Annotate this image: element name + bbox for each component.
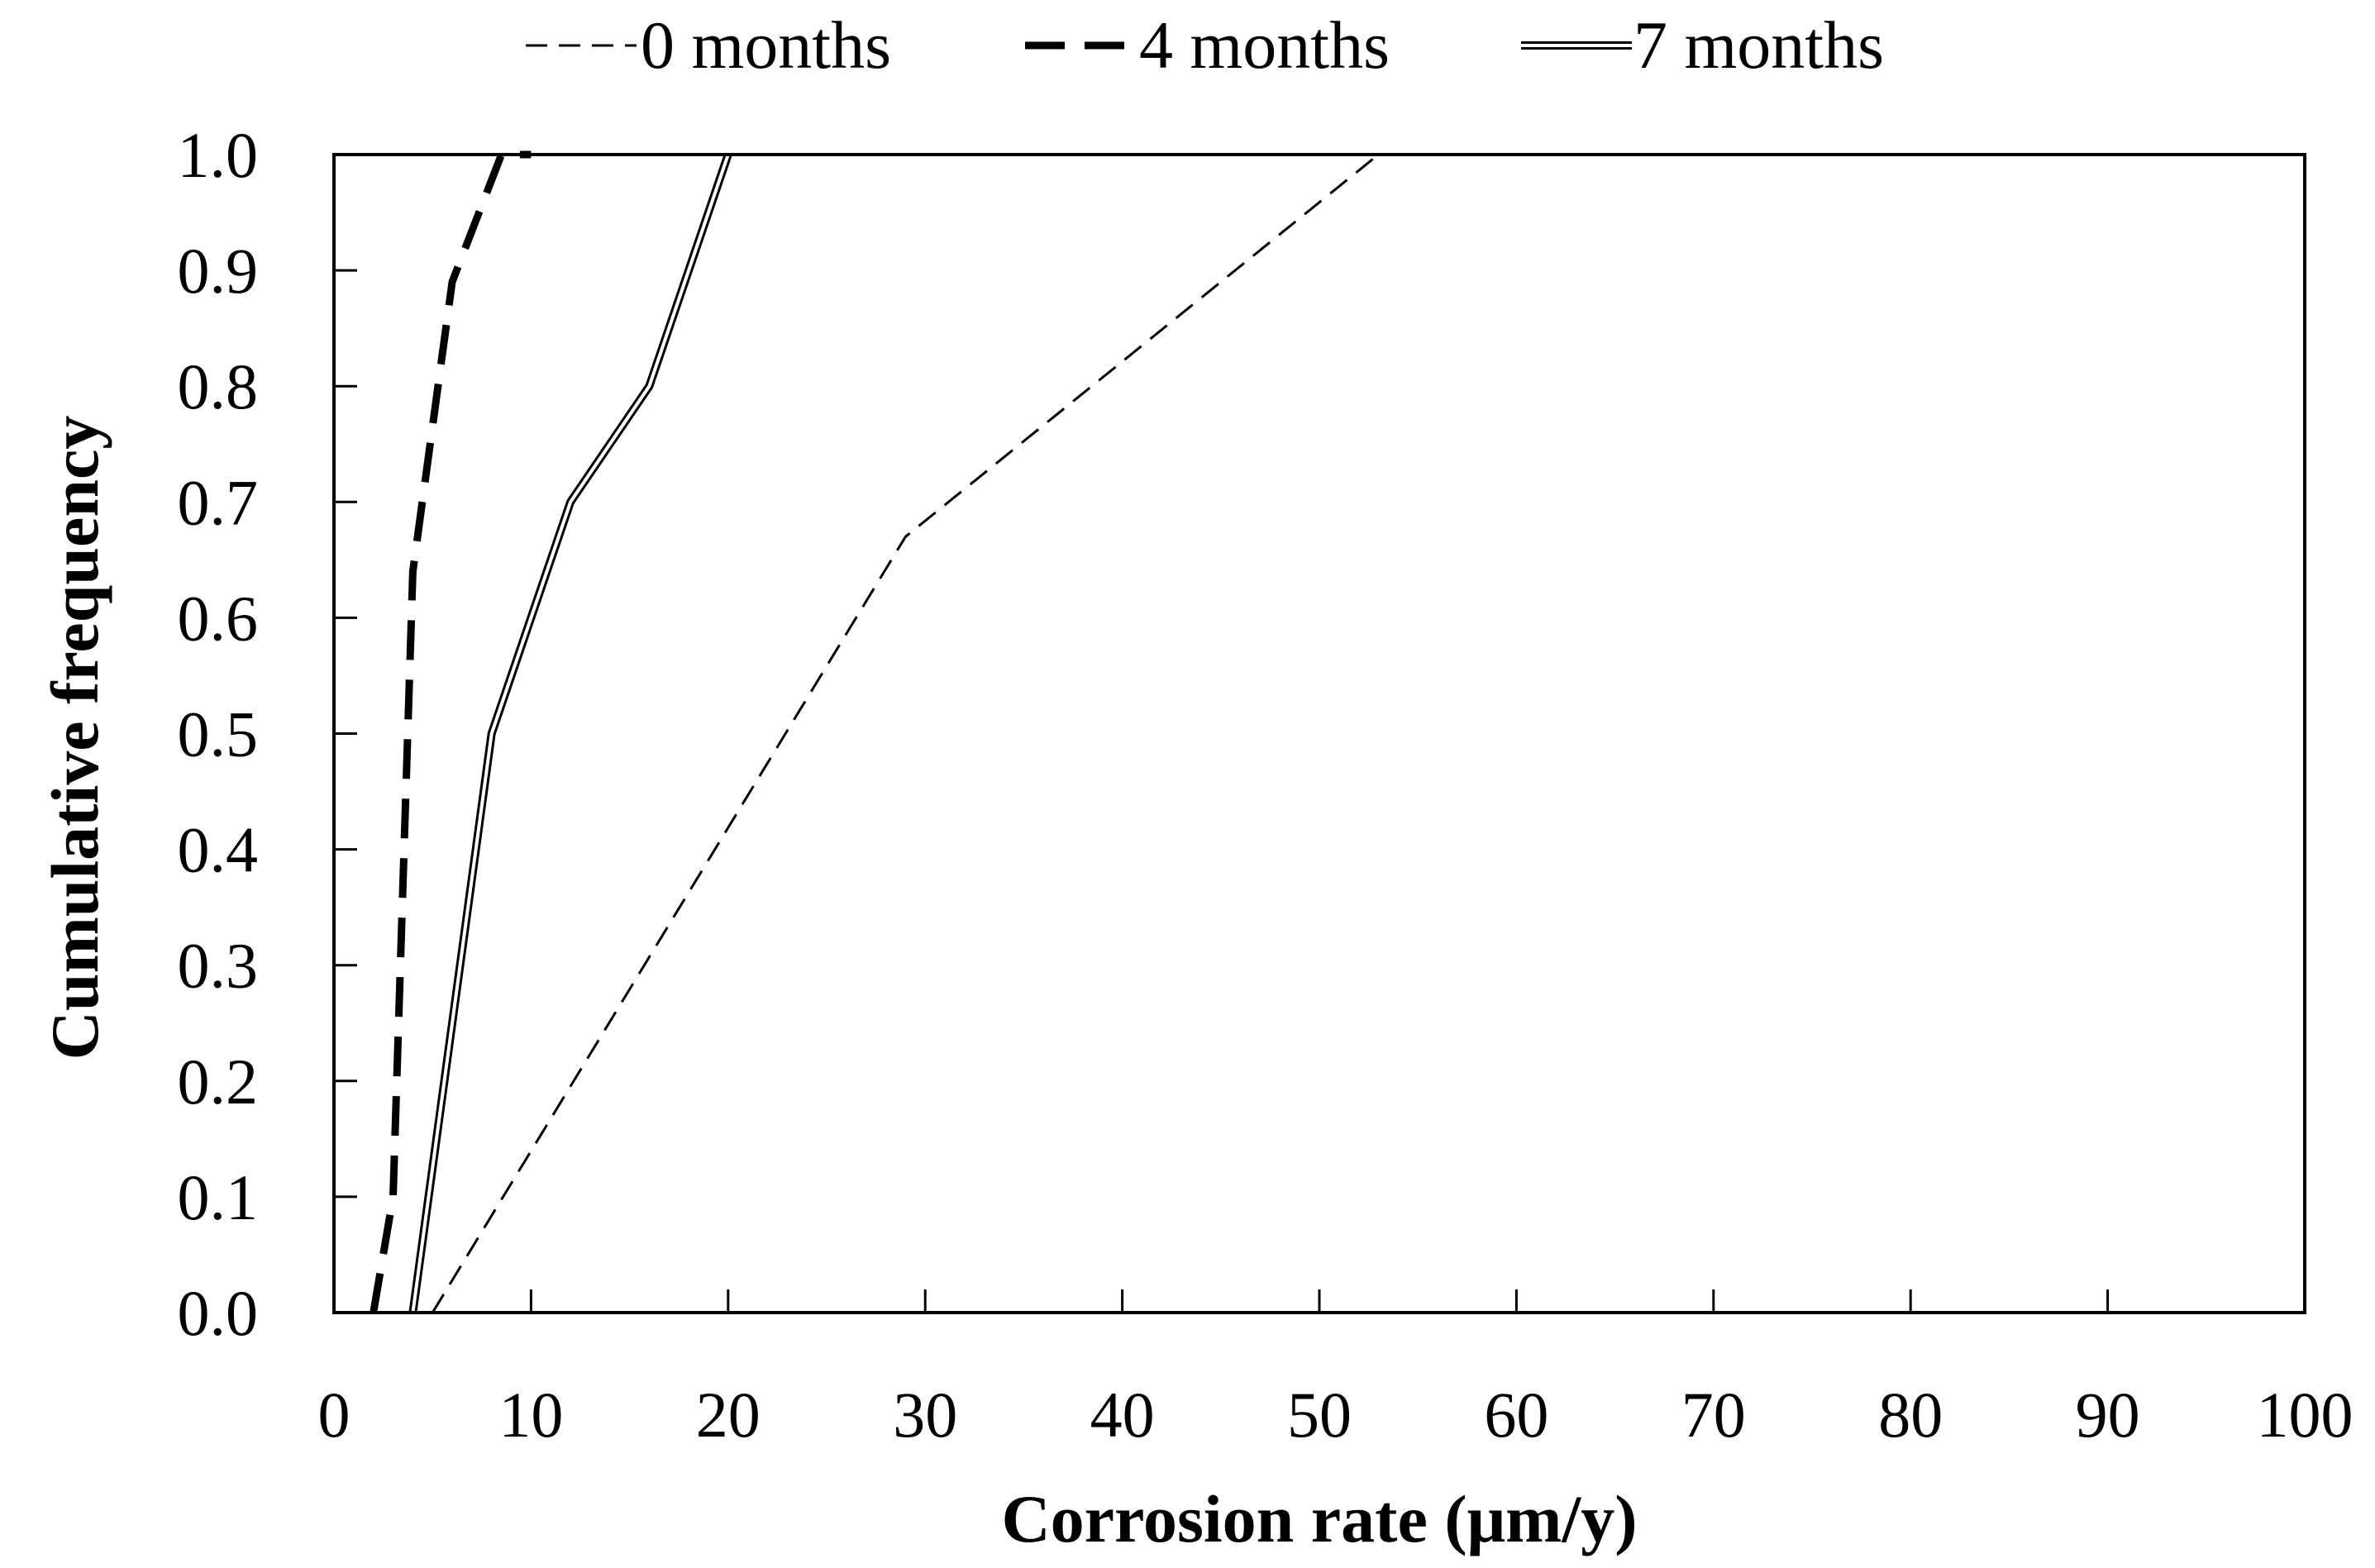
plot-series-group xyxy=(370,150,1380,1313)
legend: 0 months 4 months 7 months xyxy=(526,7,1884,83)
x-tick-label: 80 xyxy=(1878,1379,1943,1451)
y-tick-label: 0.7 xyxy=(178,466,259,538)
x-tick-label: 20 xyxy=(696,1379,761,1451)
x-tick-label: 0 xyxy=(318,1379,351,1451)
legend-label: 7 months xyxy=(1633,7,1884,83)
y-tick-label: 0.4 xyxy=(178,814,259,886)
x-tick-label: 60 xyxy=(1484,1379,1548,1451)
x-tick-label: 90 xyxy=(2076,1379,2140,1451)
x-tick-label: 50 xyxy=(1287,1379,1352,1451)
legend-item: 7 months xyxy=(1521,7,1884,83)
x-axis-title: Corrosion rate (μm/y) xyxy=(1001,1481,1637,1556)
y-tick-label: 0.5 xyxy=(178,698,259,770)
x-tick-label: 10 xyxy=(498,1379,563,1451)
x-tick-label: 70 xyxy=(1681,1379,1746,1451)
x-axis-ticks: 0 10 20 30 40 50 60 70 80 90 100 xyxy=(318,1289,2354,1451)
legend-label: 0 months xyxy=(641,7,891,83)
y-tick-label: 0.9 xyxy=(178,235,259,307)
series-line xyxy=(370,150,532,1313)
y-tick-label: 0.8 xyxy=(178,350,259,422)
legend-item: 0 months xyxy=(526,7,891,83)
series-0-months xyxy=(431,153,1380,1313)
series-line-inner xyxy=(411,154,730,1313)
series-line xyxy=(408,153,732,1313)
y-tick-label: 1.0 xyxy=(178,119,259,191)
plot-area-frame xyxy=(332,153,2306,1314)
y-tick-label: 0.3 xyxy=(178,930,259,1002)
x-tick-label: 40 xyxy=(1090,1379,1155,1451)
series-line xyxy=(431,153,1380,1313)
y-tick-label: 0.1 xyxy=(178,1161,259,1233)
y-tick-label: 0.2 xyxy=(178,1046,259,1118)
x-tick-label: 30 xyxy=(893,1379,957,1451)
x-tick-label: 100 xyxy=(2257,1379,2354,1451)
series-7-months xyxy=(408,153,732,1313)
series-4-months xyxy=(370,150,532,1313)
y-axis-ticks: 0.0 0.1 0.2 0.3 0.4 0.5 0.6 0.7 0.8 0.9 1.0 xyxy=(178,119,357,1349)
legend-label: 4 months xyxy=(1139,7,1390,83)
y-tick-label: 0.6 xyxy=(178,582,259,654)
y-axis-title: Cumulative frequency xyxy=(37,416,112,1060)
legend-item: 4 months xyxy=(1025,7,1390,83)
y-tick-label: 0.0 xyxy=(178,1277,259,1349)
